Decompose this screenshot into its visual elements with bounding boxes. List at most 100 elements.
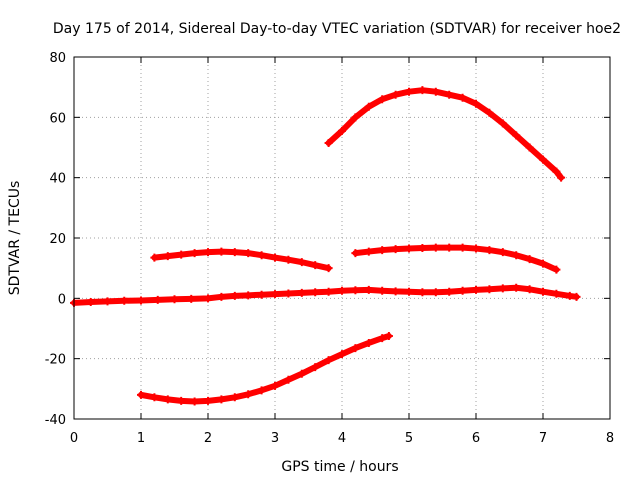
data-point xyxy=(472,244,480,253)
series-line xyxy=(325,87,565,181)
x-tick-label: 1 xyxy=(137,431,145,446)
series-3 xyxy=(351,243,561,274)
y-tick-label: 20 xyxy=(49,232,66,247)
series-line xyxy=(138,333,392,405)
data-point xyxy=(364,247,373,256)
data-point xyxy=(163,252,172,261)
data-point xyxy=(472,285,480,294)
data-point xyxy=(472,99,480,108)
series-line xyxy=(352,244,560,273)
data-point xyxy=(351,249,360,258)
data-point xyxy=(204,248,212,257)
data-point xyxy=(431,243,440,252)
data-point xyxy=(418,86,427,95)
data-point xyxy=(405,287,413,296)
data-point xyxy=(324,356,333,365)
data-point xyxy=(177,396,186,405)
data-point xyxy=(311,261,320,270)
data-point xyxy=(378,95,387,104)
data-point xyxy=(137,296,145,305)
data-point xyxy=(525,255,534,264)
data-point xyxy=(552,289,561,298)
data-point xyxy=(391,245,400,254)
data-point xyxy=(204,396,212,405)
data-point xyxy=(297,369,306,378)
data-point xyxy=(445,243,454,252)
series-line xyxy=(71,284,580,306)
data-points xyxy=(70,86,581,406)
data-point xyxy=(103,297,112,306)
y-tick-label: 80 xyxy=(49,51,66,66)
data-point xyxy=(445,287,454,296)
grid-lines xyxy=(74,57,610,419)
data-point xyxy=(384,332,393,341)
data-point xyxy=(257,290,266,299)
series-5 xyxy=(137,332,393,406)
data-point xyxy=(187,294,196,303)
data-point xyxy=(498,119,507,128)
data-point xyxy=(485,108,494,117)
data-point xyxy=(525,285,534,294)
axis-ticks xyxy=(73,56,611,420)
data-point xyxy=(557,173,566,182)
data-point xyxy=(163,395,172,404)
data-point xyxy=(572,292,581,301)
x-axis-label: GPS time / hours xyxy=(281,459,398,475)
data-point xyxy=(204,294,212,303)
x-tick-label: 7 xyxy=(539,431,547,446)
data-point xyxy=(271,290,279,299)
data-point xyxy=(244,390,253,399)
data-point xyxy=(153,295,162,304)
x-tick-label: 0 xyxy=(70,431,78,446)
data-point xyxy=(431,288,440,297)
data-point xyxy=(338,126,346,135)
y-tick-label: 0 xyxy=(58,292,66,307)
data-point xyxy=(539,155,547,164)
data-point xyxy=(230,248,239,257)
y-tick-label: 40 xyxy=(49,172,66,187)
tick-labels: 0 1 2 3 4 5 6 7 8 -40 -20 0 20 40 60 80 xyxy=(45,51,614,446)
chart-title: Day 175 of 2014, Sidereal Day-to-day VTE… xyxy=(53,21,621,37)
data-point xyxy=(525,143,534,152)
data-point xyxy=(512,131,521,140)
x-tick-label: 2 xyxy=(204,431,212,446)
data-point xyxy=(257,386,266,395)
data-point xyxy=(391,287,400,296)
data-point xyxy=(297,258,306,267)
y-tick-label: -20 xyxy=(45,353,66,368)
data-point xyxy=(378,286,387,295)
data-point xyxy=(284,375,293,384)
data-point xyxy=(217,247,226,256)
data-point xyxy=(458,286,467,295)
data-point xyxy=(351,344,360,353)
data-point xyxy=(552,167,561,176)
data-point xyxy=(552,265,561,274)
data-point xyxy=(458,93,467,102)
data-point xyxy=(351,286,360,295)
data-point xyxy=(539,259,547,268)
series-4 xyxy=(70,283,581,307)
data-point xyxy=(230,393,239,402)
data-point xyxy=(150,393,159,402)
y-tick-label: 60 xyxy=(49,111,66,126)
data-point xyxy=(271,381,279,390)
data-point xyxy=(378,246,387,255)
data-point xyxy=(244,249,253,258)
data-point xyxy=(445,90,454,99)
data-point xyxy=(405,244,413,253)
data-point xyxy=(351,113,360,122)
series-1 xyxy=(324,86,566,182)
data-point xyxy=(284,289,293,298)
data-point xyxy=(324,264,333,273)
data-point xyxy=(431,87,440,96)
series-2 xyxy=(150,247,333,273)
data-point xyxy=(230,291,239,300)
data-point xyxy=(364,102,373,111)
data-point xyxy=(338,286,346,295)
data-point xyxy=(190,397,199,406)
data-point xyxy=(364,285,373,294)
data-point xyxy=(271,253,279,262)
data-point xyxy=(418,243,427,252)
data-point xyxy=(244,291,253,300)
